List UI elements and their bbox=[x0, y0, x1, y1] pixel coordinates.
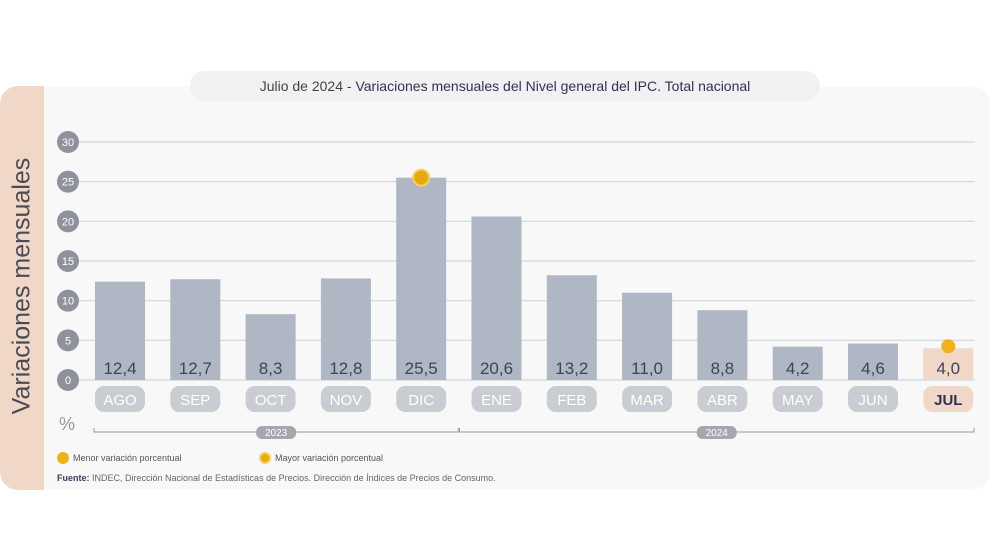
y-tick-badge bbox=[57, 289, 79, 312]
y-tick-label: 10 bbox=[62, 296, 74, 308]
month-pill bbox=[622, 386, 673, 412]
month-label: DIC bbox=[408, 392, 434, 409]
title-main: Variaciones mensuales del Nivel general … bbox=[355, 78, 751, 94]
min-marker-icon bbox=[57, 452, 69, 464]
month-label: ENE bbox=[481, 392, 512, 409]
month-label: OCT bbox=[255, 392, 287, 409]
month-pill bbox=[772, 386, 823, 412]
max-marker-icon bbox=[259, 452, 271, 464]
bar-jun bbox=[848, 343, 898, 380]
year-label: 2023 bbox=[265, 428, 288, 439]
value-label: 11,0 bbox=[631, 359, 663, 378]
month-label: NOV bbox=[330, 392, 363, 409]
legend-min: Menor variación porcentual bbox=[57, 452, 182, 464]
month-label: JUN bbox=[858, 392, 887, 409]
min-marker bbox=[941, 339, 956, 354]
y-tick-badge bbox=[57, 210, 79, 233]
bar-feb bbox=[546, 275, 597, 380]
source-note: Fuente: INDEC, Dirección Nacional de Est… bbox=[57, 473, 496, 483]
month-label: JUL bbox=[934, 392, 962, 409]
bar-nov bbox=[320, 278, 371, 380]
value-label: 12,8 bbox=[329, 359, 362, 378]
month-pill bbox=[923, 386, 974, 412]
month-pill bbox=[697, 386, 748, 412]
month-label: SEP bbox=[180, 392, 210, 409]
month-pill bbox=[245, 386, 296, 412]
y-tick-label: 5 bbox=[65, 335, 71, 347]
y-tick-label: 30 bbox=[62, 137, 74, 149]
chart-title: Julio de 2024 - Variaciones mensuales de… bbox=[190, 71, 820, 101]
bar-oct bbox=[245, 314, 296, 380]
year-pill bbox=[696, 426, 737, 439]
y-tick-label: 15 bbox=[62, 256, 74, 268]
source-label: Fuente: bbox=[57, 473, 90, 483]
value-label: 13,2 bbox=[555, 359, 588, 378]
value-label: 4,6 bbox=[861, 359, 885, 378]
bar-jul bbox=[923, 348, 974, 380]
legend-max-label: Mayor variación porcentual bbox=[275, 453, 384, 463]
max-marker bbox=[412, 168, 431, 187]
title-date: Julio de 2024 bbox=[259, 78, 343, 94]
bar-ene bbox=[471, 216, 522, 380]
month-pill bbox=[320, 386, 371, 412]
value-label: 12,7 bbox=[179, 359, 212, 378]
month-label: AGO bbox=[103, 392, 136, 409]
bar-dic bbox=[396, 177, 447, 380]
month-label: MAR bbox=[630, 392, 664, 409]
month-pill bbox=[170, 386, 221, 412]
month-label: ABR bbox=[707, 392, 738, 409]
value-label: 4,0 bbox=[936, 359, 960, 378]
value-label: 25,5 bbox=[405, 359, 438, 378]
title-separator: - bbox=[343, 78, 356, 94]
month-pill bbox=[848, 386, 898, 412]
value-label: 4,2 bbox=[786, 359, 810, 378]
y-tick-label: 20 bbox=[62, 216, 74, 228]
legend-min-label: Menor variación porcentual bbox=[73, 453, 182, 463]
bar-may bbox=[772, 346, 823, 380]
y-tick-badge bbox=[57, 131, 79, 153]
month-pill bbox=[396, 386, 447, 412]
month-pill bbox=[546, 386, 597, 412]
month-pill bbox=[471, 386, 522, 412]
value-label: 8,8 bbox=[711, 359, 735, 378]
y-tick-label: 25 bbox=[62, 177, 74, 189]
value-label: 20,6 bbox=[480, 359, 513, 378]
bar-mar bbox=[622, 292, 673, 380]
legend-max: Mayor variación porcentual bbox=[259, 452, 383, 464]
value-label: 8,3 bbox=[259, 359, 283, 378]
month-pill bbox=[95, 386, 145, 412]
y-tick-badge bbox=[57, 369, 79, 391]
source-text: INDEC, Dirección Nacional de Estadística… bbox=[89, 473, 496, 483]
year-pill bbox=[256, 426, 297, 439]
bar-abr bbox=[697, 310, 748, 380]
month-label: MAY bbox=[782, 392, 813, 409]
y-axis-panel: Variaciones mensuales bbox=[0, 86, 44, 490]
year-label: 2024 bbox=[706, 428, 729, 439]
y-tick-label: 0 bbox=[65, 375, 71, 387]
month-label: FEB bbox=[557, 392, 586, 409]
y-tick-badge bbox=[57, 329, 79, 352]
value-label: 12,4 bbox=[103, 359, 136, 378]
bar-sep bbox=[170, 279, 221, 380]
y-tick-badge bbox=[57, 250, 79, 272]
y-tick-badge bbox=[57, 170, 79, 193]
y-unit-label: % bbox=[59, 414, 75, 434]
bar-ago bbox=[95, 281, 145, 380]
